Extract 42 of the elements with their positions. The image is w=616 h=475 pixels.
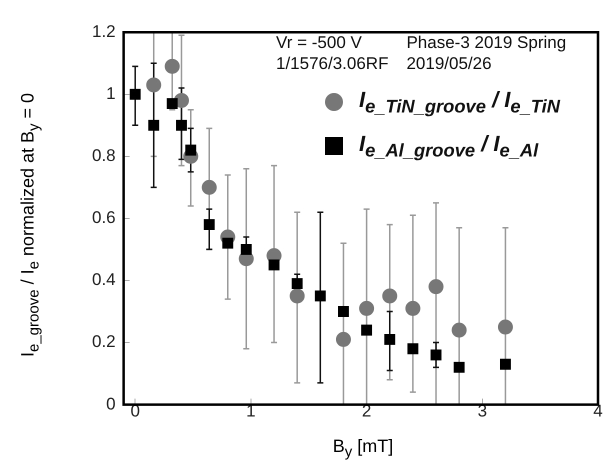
x-tick-label: 4 [593,401,603,420]
annotation: Vr = -500 V [276,32,363,53]
point [240,244,252,255]
point [407,343,418,354]
point [292,278,303,290]
point [130,88,141,100]
point [498,320,513,335]
point [359,300,374,316]
point [384,334,396,345]
point [222,238,234,249]
point [176,120,187,131]
point [164,58,180,74]
point [166,98,178,110]
point [336,332,351,347]
y-tick-label: 0.2 [92,332,116,352]
point [185,144,196,156]
legend-label: I$_{e_TiN_groove}$ / I$_{e_TiN}$ [358,86,560,118]
point [430,349,442,360]
point [500,358,511,370]
annotation: 2019/05/26 [406,53,493,74]
point [428,279,444,294]
point [314,290,326,302]
point [204,219,215,230]
y-tick-label: 0.8 [92,146,116,166]
point [268,260,280,270]
point [405,300,420,316]
point [361,324,372,336]
annotation: 1/1576/3.06RF [276,53,388,74]
x-tick-label: 1 [246,401,256,420]
annotation: Phase-3 2019 Spring [406,32,566,53]
point [382,288,398,304]
legend-label: I$_{e_Al_groove}$ / I$_{e_Al}$ [358,130,538,162]
point [202,180,217,195]
x-axis-title: B$_{y}$ [mT] [332,436,394,461]
point [338,306,349,317]
y-tick-label: 0.4 [92,270,116,290]
point [290,288,305,304]
point [454,362,465,373]
y-tick-label: 1 [106,84,116,103]
y-tick-label: 1.2 [92,22,116,41]
y-tick-label: 0.6 [92,208,116,228]
point [452,322,467,338]
